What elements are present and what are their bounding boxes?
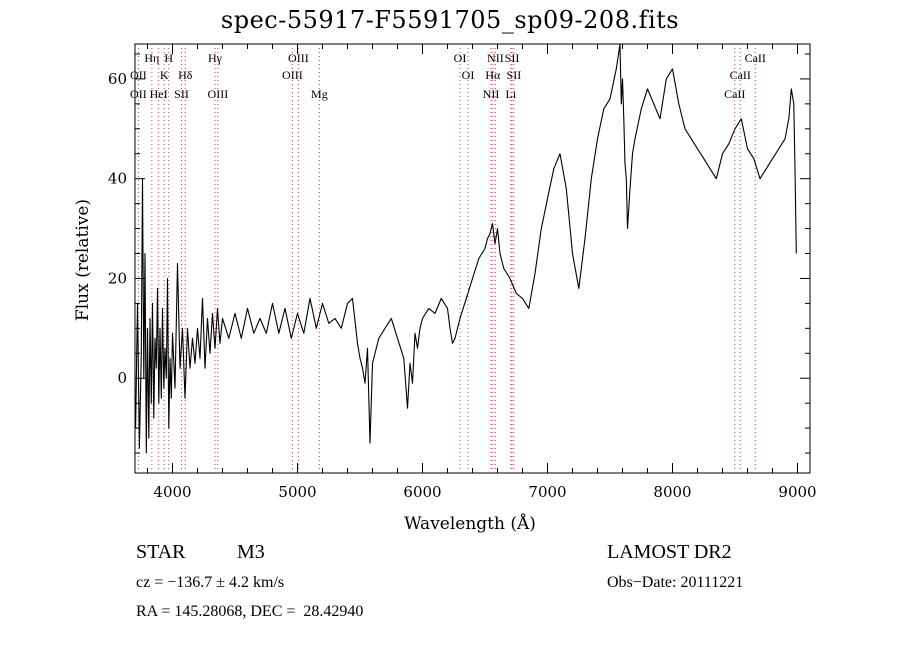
spectrum-line: [135, 43, 797, 454]
x-axis-label: Wavelength (Å): [404, 513, 536, 534]
y-axis-label: Flux (relative): [73, 199, 93, 321]
spectral-line-label: CaII: [745, 51, 766, 65]
spectral-line-label: OIII: [208, 87, 229, 101]
spectral-line-label: Li: [506, 87, 517, 101]
spectral-line-label: Hα: [485, 68, 501, 82]
x-tick-label: 8000: [653, 483, 691, 501]
spectrum-series: [135, 43, 797, 454]
chart-title: spec-55917-F5591705_sp09-208.fits: [220, 6, 680, 34]
y-tick-label: 40: [108, 170, 127, 188]
redshift-value: cz = −136.7 ± 4.2 km/s: [136, 574, 285, 591]
spectral-line-label: OI: [462, 68, 475, 82]
observation-date: Obs−Date: 20111221: [607, 574, 744, 591]
y-tick-label: 0: [117, 369, 127, 387]
spectral-line-label: SII: [505, 51, 520, 65]
y-tick-label: 60: [108, 70, 127, 88]
spectral-line-label: OII: [130, 68, 147, 82]
spectral-line-label: SII: [507, 68, 522, 82]
x-tick-label: 6000: [403, 483, 441, 501]
y-tick-label: 20: [108, 269, 127, 287]
spectral-line-label: NII: [483, 87, 500, 101]
object-class: STAR: [136, 541, 186, 563]
plot-frame: [134, 43, 811, 474]
spectral-line-label: CaII: [724, 87, 745, 101]
spectral-line-label: OIII: [282, 68, 303, 82]
spectral-line-label: NII: [487, 51, 504, 65]
spectral-line-label: OIII: [288, 51, 309, 65]
spectral-line-label: H: [164, 51, 173, 65]
spectral-line-label: Hδ: [178, 68, 193, 82]
plot-axes: 4000 5000 6000 7000 8000 9000 0 20 40 60: [108, 43, 817, 501]
coordinates: RA = 145.28068, DEC = 28.42940: [136, 603, 364, 620]
spectral-line-label: Hγ: [208, 51, 223, 65]
spectral-line-label: Mg: [311, 87, 328, 101]
spectral-line-labels: Hη H OII K Hδ OII HeI SII Hγ OIII OIII OIII Mg OI OI NI…: [130, 51, 766, 101]
spectral-line-label: HeI: [150, 87, 168, 101]
spectral-line-label: K: [160, 68, 169, 82]
survey-name: LAMOST DR2: [607, 541, 732, 563]
object-subclass: M3: [237, 541, 265, 563]
spectral-line-label: Hη: [144, 51, 159, 65]
spectral-line-markers: [137, 48, 756, 472]
spectral-line-label: CaII: [730, 68, 751, 82]
spectral-line-label: OI: [454, 51, 467, 65]
x-tick-label: 5000: [278, 483, 316, 501]
x-tick-label: 7000: [528, 483, 566, 501]
spectral-line-label: SII: [174, 87, 189, 101]
spectral-line-label: OII: [130, 87, 147, 101]
x-tick-label: 9000: [778, 483, 816, 501]
x-tick-label: 4000: [153, 483, 191, 501]
